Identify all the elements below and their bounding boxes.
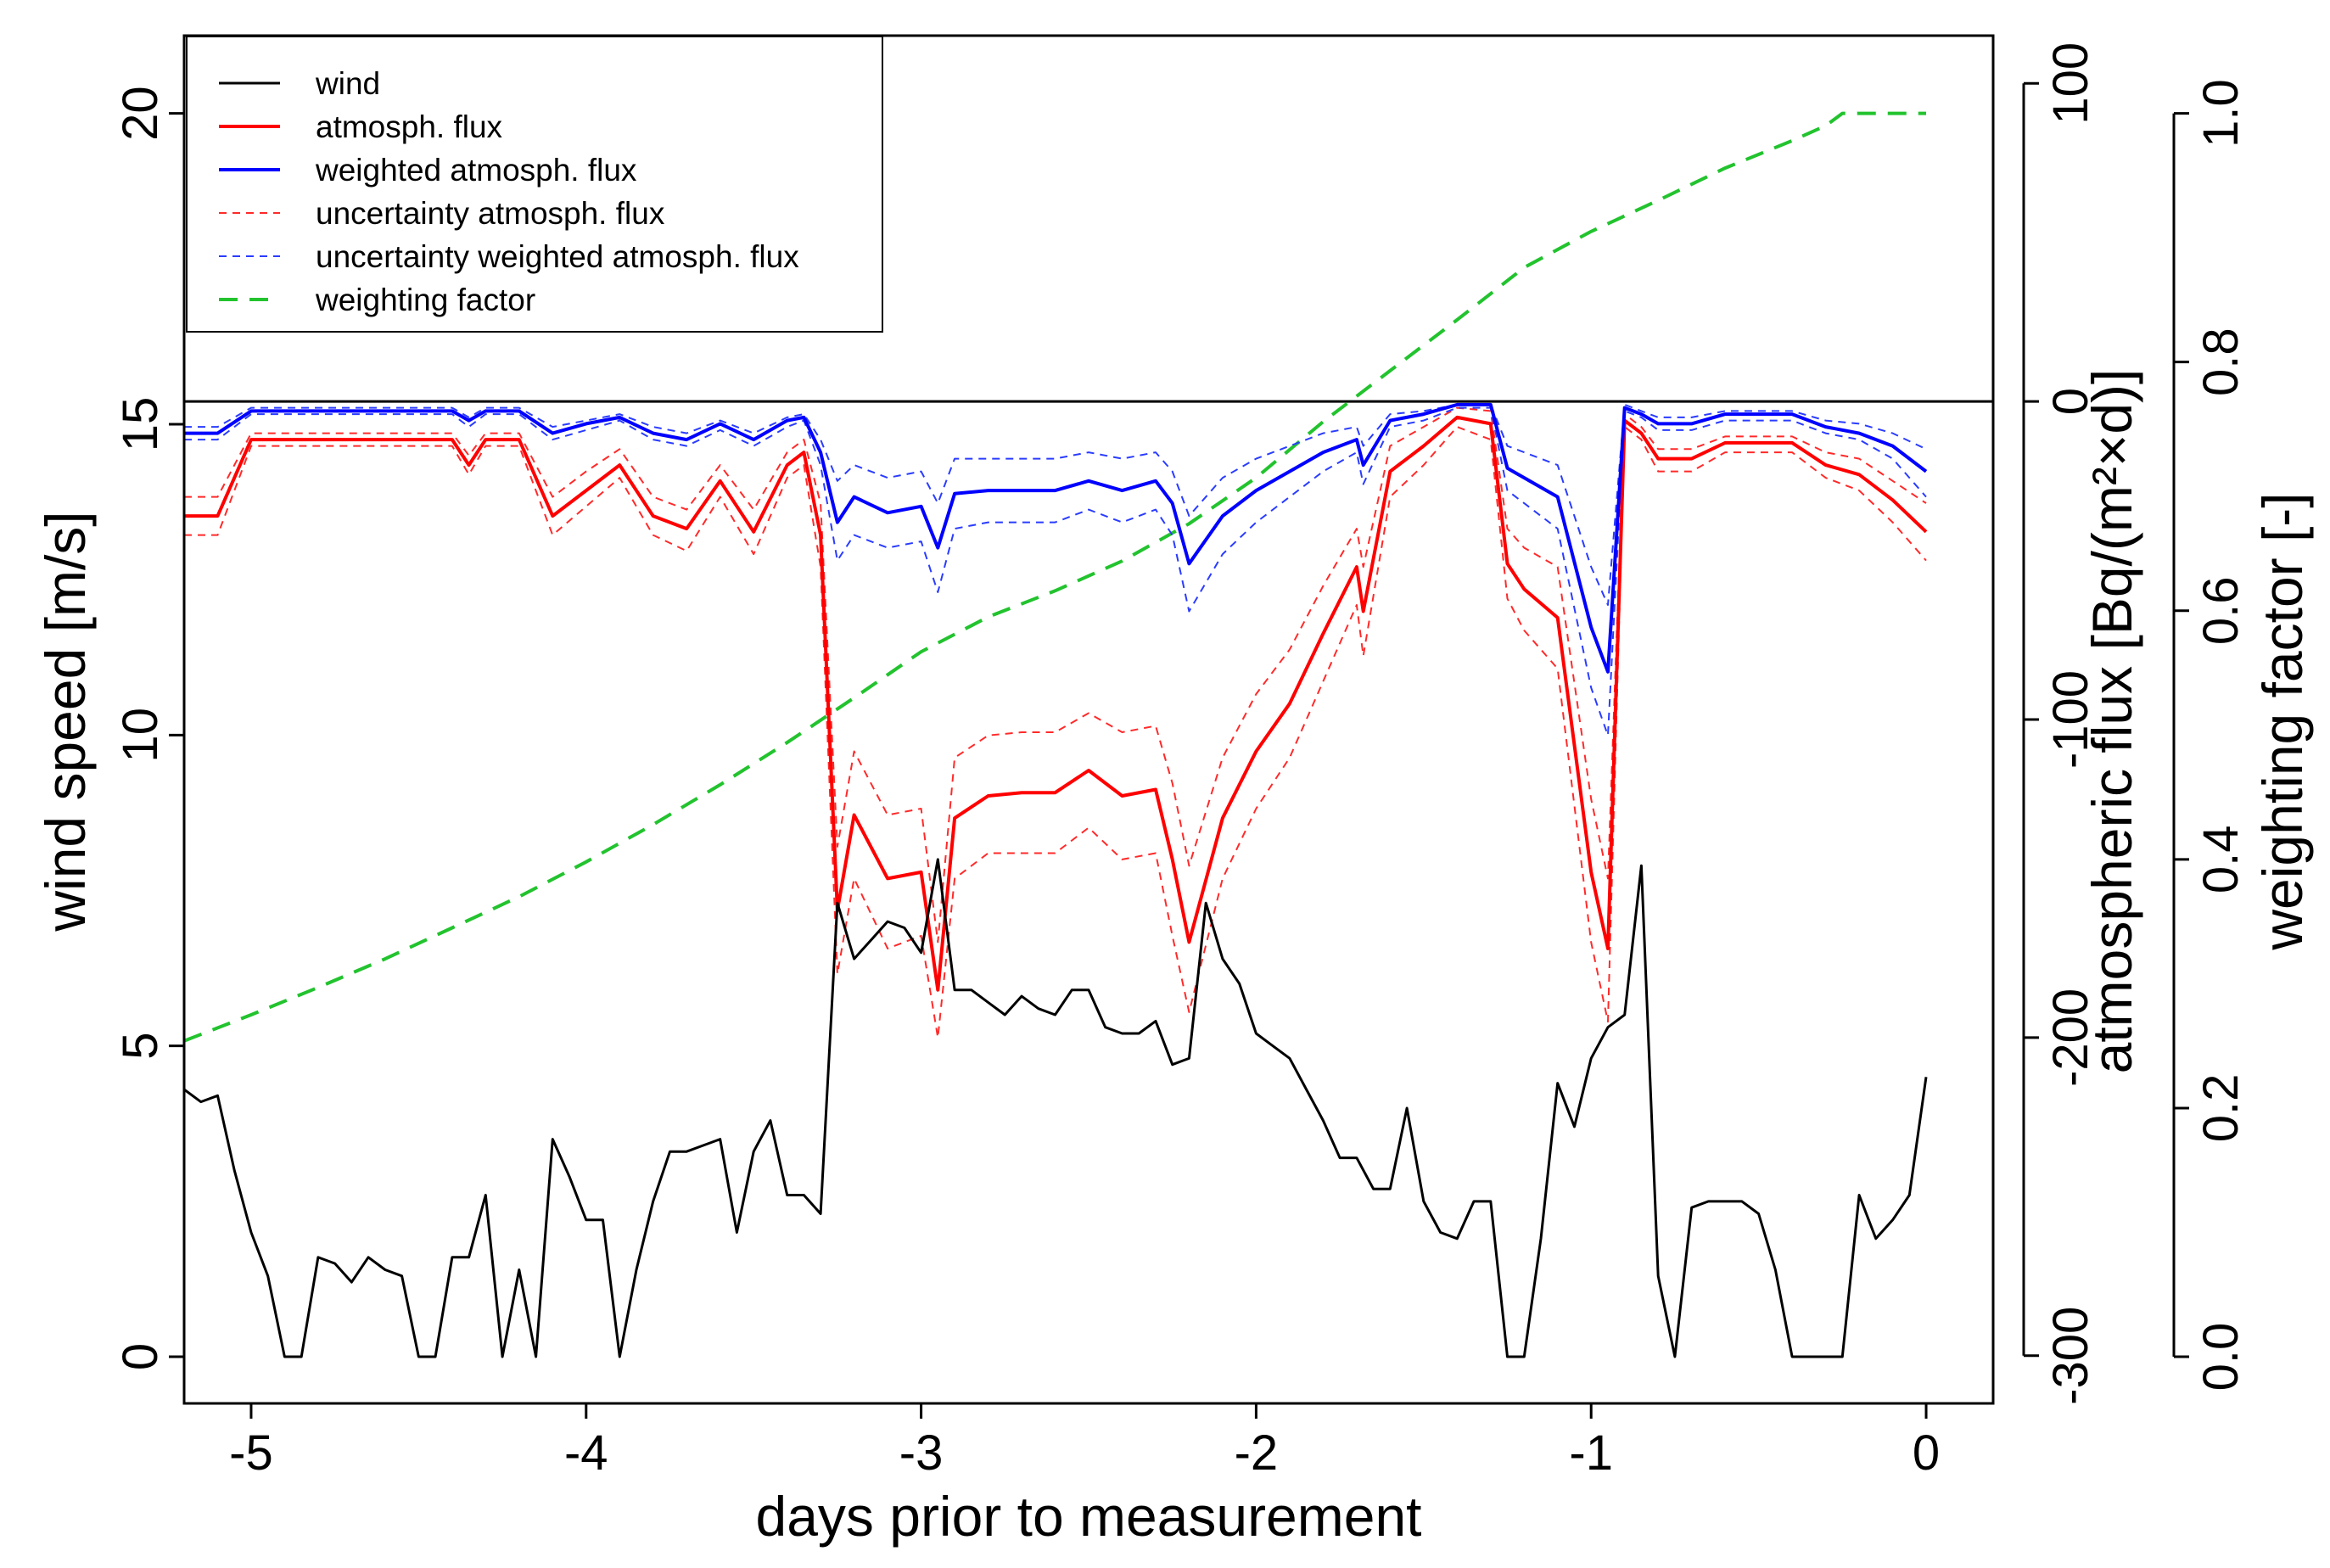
legend-label-uncertainty-weighted-atmosph-flux: uncertainty weighted atmosph. flux bbox=[316, 239, 799, 274]
y-tick-label: 5 bbox=[113, 1033, 168, 1060]
left-axis-wind-speed: 0 5 10 15 20 bbox=[113, 86, 184, 1370]
right-axis-atmospheric-flux: -300 -200 -100 0 100 bbox=[2022, 42, 2098, 1405]
legend: wind atmosph. flux weighted atmosph. flux u… bbox=[186, 36, 883, 333]
y3-tick-label: 0.4 bbox=[2193, 826, 2249, 894]
y-tick-label: 20 bbox=[113, 86, 168, 141]
y2-tick-label: -100 bbox=[2043, 670, 2098, 769]
y2-tick-label: 100 bbox=[2043, 42, 2098, 125]
y-tick-label: 15 bbox=[113, 397, 168, 452]
series-line-weighting-factor-0 bbox=[184, 111, 1926, 1043]
series-line-uncertainty-atmosph-flux-1 bbox=[184, 406, 1927, 944]
legend-label-atmosph-flux: atmosph. flux bbox=[316, 109, 503, 144]
legend-label-uncertainty-atmosph-flux: uncertainty atmosph. flux bbox=[316, 196, 665, 231]
y3-tick-label: 0.8 bbox=[2193, 328, 2249, 396]
y2-tick-label: -200 bbox=[2043, 988, 2098, 1087]
series-line-wind-7 bbox=[184, 858, 1928, 1358]
right-axis-weighting-factor: 0.0 0.2 0.4 0.6 0.8 1.0 bbox=[2172, 79, 2249, 1392]
y2-tick-label: 0 bbox=[2043, 388, 2098, 415]
legend-label-weighting-factor: weighting factor bbox=[315, 283, 535, 317]
x-tick-label: -5 bbox=[229, 1425, 273, 1481]
y-axis-title: wind speed [m/s] bbox=[34, 511, 97, 932]
x-axis-title: days prior to measurement bbox=[755, 1485, 1421, 1548]
y2-axis-title: atmospheric flux [Bq/(m²×d)] bbox=[2081, 369, 2143, 1074]
x-tick-label: -2 bbox=[1235, 1425, 1279, 1481]
y3-tick-label: 1.0 bbox=[2193, 79, 2249, 148]
y3-tick-label: 0.6 bbox=[2193, 576, 2249, 645]
series-layer bbox=[184, 111, 1928, 1358]
x-tick-label: -3 bbox=[899, 1425, 944, 1481]
series-line-uncertainty-atmosph-flux-2 bbox=[184, 426, 1927, 1039]
y-tick-label: 10 bbox=[113, 708, 168, 763]
legend-label-wind: wind bbox=[315, 66, 380, 101]
plot-frame bbox=[182, 34, 1995, 1405]
x-tick-label: -1 bbox=[1569, 1425, 1613, 1481]
y3-tick-label: 0.2 bbox=[2193, 1074, 2249, 1143]
series-line-uncertainty-weighted-atmosph-flux-4 bbox=[184, 406, 1927, 736]
bottom-axis-days: -5 -4 -3 -2 -1 0 bbox=[229, 1403, 1940, 1481]
series-line-atmosph-flux-5 bbox=[184, 415, 1928, 992]
plot-area bbox=[184, 111, 1993, 1358]
y3-axis-title: weighting factor [-] bbox=[2251, 492, 2314, 950]
y2-tick-label: -300 bbox=[2043, 1307, 2098, 1405]
x-tick-label: 0 bbox=[1913, 1425, 1940, 1481]
x-tick-label: -4 bbox=[564, 1425, 608, 1481]
y-tick-label: 0 bbox=[113, 1343, 168, 1370]
legend-box bbox=[186, 36, 883, 333]
series-line-weighted-atmosph-flux-6 bbox=[184, 402, 1928, 674]
y3-tick-label: 0.0 bbox=[2193, 1323, 2249, 1392]
legend-label-weighted-atmosph-flux: weighted atmosph. flux bbox=[315, 153, 637, 188]
series-line-uncertainty-weighted-atmosph-flux-3 bbox=[184, 403, 1927, 606]
